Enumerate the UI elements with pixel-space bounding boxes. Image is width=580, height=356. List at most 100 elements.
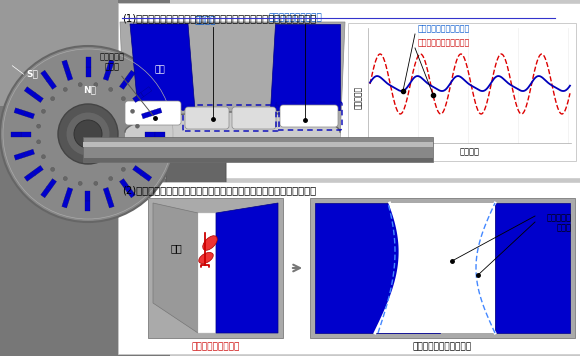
Circle shape (41, 155, 45, 159)
Bar (83, 136, 433, 162)
Polygon shape (145, 131, 155, 136)
Polygon shape (21, 131, 31, 136)
Polygon shape (85, 201, 90, 211)
Polygon shape (119, 179, 129, 190)
Polygon shape (103, 69, 111, 80)
Polygon shape (106, 197, 114, 208)
Text: トルク脈動: トルク脈動 (353, 85, 362, 109)
Circle shape (108, 88, 113, 91)
Ellipse shape (203, 236, 218, 250)
FancyBboxPatch shape (232, 107, 276, 129)
Polygon shape (46, 78, 56, 89)
Polygon shape (41, 187, 50, 198)
Circle shape (130, 155, 135, 159)
Text: フラックス
バリア: フラックス バリア (100, 52, 125, 72)
Polygon shape (14, 152, 25, 160)
Circle shape (135, 124, 139, 128)
Circle shape (135, 140, 139, 144)
Polygon shape (375, 203, 440, 333)
Text: フラックスバリア延伸: フラックスバリア延伸 (268, 13, 322, 22)
Text: トルク脈動低減構造なし: トルク脈動低減構造なし (418, 38, 470, 47)
Bar (118, 182, 580, 354)
Polygon shape (14, 108, 25, 116)
Polygon shape (106, 60, 114, 71)
FancyBboxPatch shape (125, 101, 181, 125)
Polygon shape (65, 69, 72, 80)
Polygon shape (133, 93, 144, 103)
Polygon shape (151, 108, 162, 116)
Circle shape (37, 124, 41, 128)
Circle shape (78, 182, 82, 185)
Polygon shape (216, 203, 278, 333)
Circle shape (58, 104, 118, 164)
FancyBboxPatch shape (280, 105, 338, 127)
Text: 曲率を低減して応力緩和: 曲率を低減して応力緩和 (413, 342, 472, 351)
Circle shape (63, 88, 67, 91)
Text: 磁石: 磁石 (155, 66, 165, 74)
Polygon shape (142, 149, 153, 157)
Polygon shape (46, 179, 56, 190)
Polygon shape (125, 112, 340, 140)
Polygon shape (141, 87, 152, 96)
Bar (148, 198, 283, 338)
Polygon shape (103, 188, 111, 199)
Bar (83, 157, 433, 162)
Circle shape (50, 96, 55, 101)
Circle shape (37, 140, 41, 144)
Text: N極: N極 (83, 85, 96, 94)
Polygon shape (24, 87, 35, 96)
Bar (348, 23, 576, 161)
Text: 回転位置: 回転位置 (460, 147, 480, 156)
Circle shape (74, 120, 102, 148)
Circle shape (121, 96, 125, 101)
Bar (83, 142, 433, 147)
Polygon shape (62, 60, 70, 71)
Polygon shape (155, 131, 165, 136)
Polygon shape (32, 93, 44, 103)
Text: 非対称溝: 非対称溝 (194, 16, 216, 25)
Text: フラックス
バリア: フラックス バリア (547, 213, 572, 232)
Circle shape (130, 109, 135, 113)
Text: 磁石: 磁石 (170, 243, 182, 253)
Text: S極: S極 (26, 69, 38, 78)
Text: (1)非対称溝、フラックスバリア延伸を組合わせたトルク脈動低減構造: (1)非対称溝、フラックスバリア延伸を組合わせたトルク脈動低減構造 (122, 13, 316, 23)
Circle shape (41, 109, 45, 113)
Polygon shape (198, 213, 216, 333)
Polygon shape (24, 171, 35, 181)
Polygon shape (24, 149, 35, 157)
Bar (0, 0, 170, 356)
Polygon shape (32, 166, 44, 176)
Circle shape (78, 83, 82, 87)
Polygon shape (440, 203, 495, 333)
Polygon shape (315, 203, 440, 333)
Text: 応力が高いポイント: 応力が高いポイント (191, 342, 240, 351)
Circle shape (66, 112, 110, 156)
Polygon shape (142, 111, 153, 119)
Polygon shape (11, 131, 21, 136)
Polygon shape (133, 166, 144, 176)
Circle shape (0, 46, 176, 222)
Bar (118, 3, 580, 178)
Polygon shape (141, 171, 152, 181)
Polygon shape (125, 187, 135, 198)
Text: (2)有効磁束を維持しつつ、応力集中を低減したフラックスバリア形状: (2)有効磁束を維持しつつ、応力集中を低減したフラックスバリア形状 (122, 185, 316, 195)
Polygon shape (85, 57, 90, 67)
Circle shape (50, 167, 55, 171)
Polygon shape (130, 24, 195, 110)
Circle shape (108, 177, 113, 180)
Circle shape (63, 177, 67, 180)
Polygon shape (41, 70, 50, 81)
Text: トルク脈動低減構造あり: トルク脈動低減構造あり (418, 24, 470, 33)
Polygon shape (85, 191, 90, 201)
Polygon shape (62, 197, 70, 208)
Polygon shape (151, 152, 162, 160)
Polygon shape (65, 188, 72, 199)
Polygon shape (119, 78, 129, 89)
Polygon shape (153, 203, 198, 333)
Circle shape (121, 167, 125, 171)
Circle shape (94, 182, 98, 185)
FancyBboxPatch shape (185, 107, 229, 129)
Polygon shape (166, 89, 226, 209)
Polygon shape (85, 67, 90, 77)
Polygon shape (120, 22, 345, 140)
